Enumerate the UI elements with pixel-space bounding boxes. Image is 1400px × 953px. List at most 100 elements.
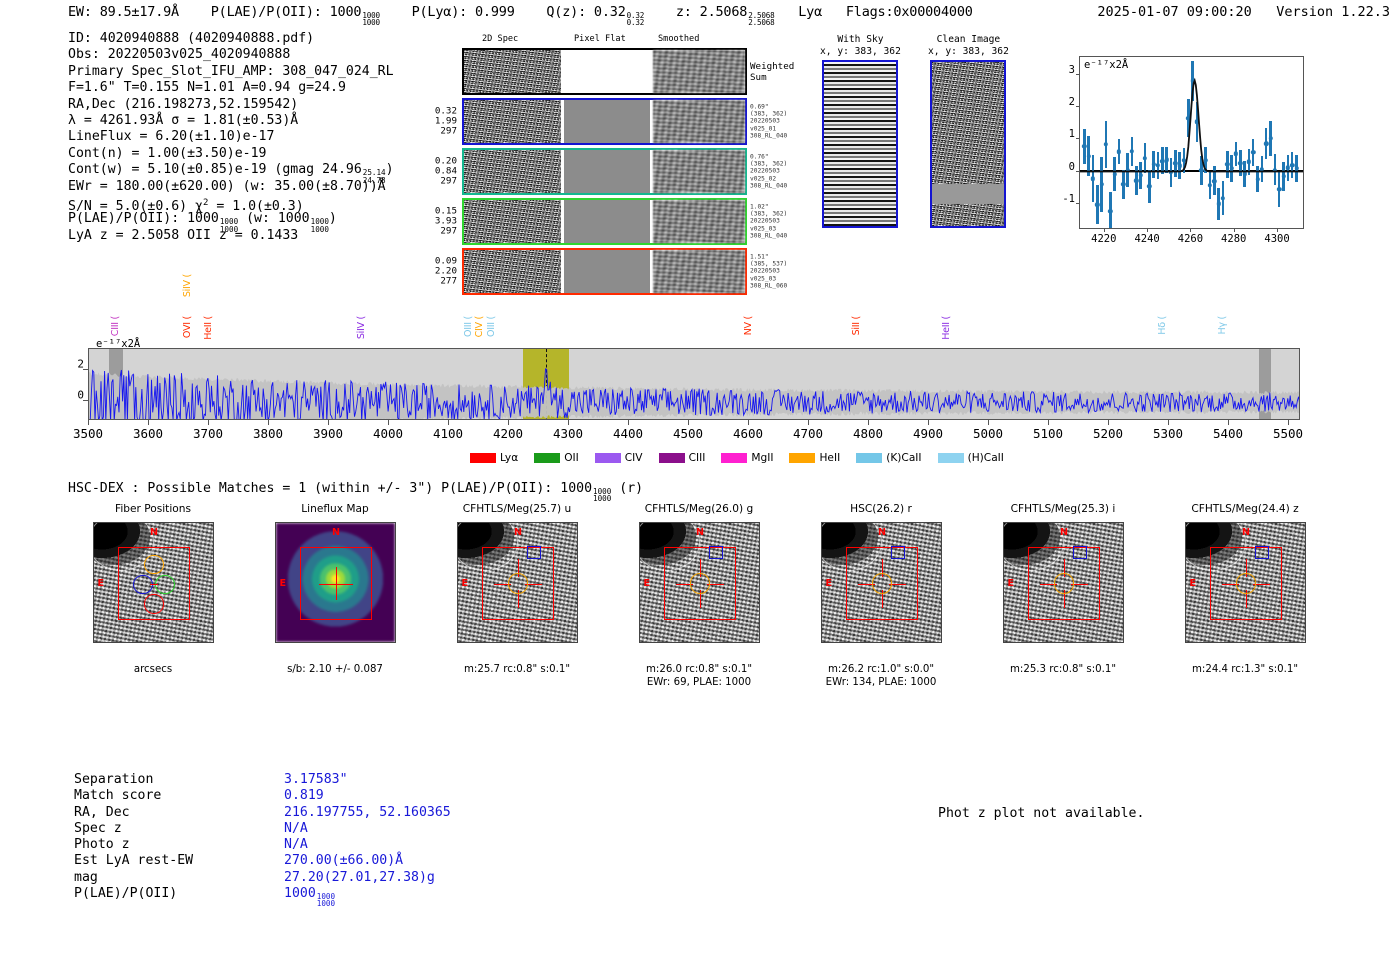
x-tick (1040, 642, 1041, 643)
spectrum-legend: Lyα OII CIV CIII MgII HeII (K)CaII (H)CaII (470, 452, 1017, 464)
legend-item: CIII (658, 452, 705, 464)
data-point (1199, 168, 1204, 173)
aperture-box (481, 547, 555, 620)
header-timestamp-version: 2025-01-07 09:00:20 Version 1.22.3 (1097, 4, 1390, 20)
spec-gap (650, 150, 654, 193)
source-halo (1003, 523, 1064, 571)
cutout-panel[interactable]: HSC(26.2) r N E -4 -2 0 2 4 4 2 0 -2 -4 m:26.2 rc:1.0… (786, 503, 976, 689)
x-tick-label: 2 (357, 642, 363, 643)
cutout-image[interactable]: N E -4 -2 0 2 4 4 2 0 -2 -4 (456, 522, 578, 643)
line-fit-plot-frame: e⁻¹⁷x2Å -1 0 1 2 3 4220 4240 4260 4280 4300 (1062, 56, 1304, 245)
x-tick (336, 642, 337, 643)
cutout-image[interactable]: N E -4 -2 0 2 4 4 2 0 -2 -4 (274, 522, 396, 643)
spec-panel-row[interactable]: 0.20 0.84 297 0.76" (383, 362) 20220503 v025_0… (435, 148, 787, 195)
main-spectrum-plot[interactable]: 0 2 3500 3600 3700 3800 3900 4000 4100 4200 4300 44… (73, 348, 1303, 441)
x-tick-label: -2 (1035, 642, 1045, 643)
spectrum-trace (89, 368, 1299, 419)
spec-panel-row[interactable]: 0.09 2.20 277 1.51" (385, 537) 20220503 v025_0… (435, 248, 787, 295)
cutout-panel[interactable]: CFHTLS/Meg(25.7) u N E -4 -2 0 2 4 4 2 0 -2 -4 m:25.7… (422, 503, 612, 676)
cutout-axes: -4 -2 0 2 4 4 2 0 -2 -4 (1004, 523, 1123, 642)
cutout-panel[interactable]: CFHTLS/Meg(24.4) z N E -4 -2 0 2 4 4 2 0 -2 -4 m:24.4… (1150, 503, 1340, 676)
twod-spectra-panels: 2D Spec Pixel Flat Smoothed Weighted Sum 0… (435, 34, 794, 298)
specpanel-title-2dspec: 2D Spec (482, 34, 519, 44)
cutout-panel[interactable]: Fiber Positions N E -4 -2 0 2 4 4 2 0 -2 -4 arcsecs (58, 503, 248, 676)
y-tick-label: 0 (1068, 160, 1075, 173)
x-tick (748, 642, 749, 643)
info-sn-chi2: S/N = 5.0(±0.6) χ2 = 1.0(±0.3) (68, 197, 304, 215)
spec-row-images[interactable] (462, 98, 747, 145)
data-point (1129, 149, 1135, 154)
center-crosshair (1221, 583, 1240, 585)
spec-row-images[interactable] (462, 148, 747, 195)
header-z-range: 2.5068 2.5068 (748, 10, 775, 28)
center-crosshair (700, 590, 702, 608)
center-crosshair (1064, 559, 1066, 577)
data-point (1194, 119, 1200, 124)
spec-row-images[interactable] (462, 198, 747, 245)
spec-row-images[interactable] (462, 248, 747, 295)
data-point (1177, 163, 1182, 168)
spec-panel-row[interactable]: 0.32 1.99 297 0.69" (383, 362) 20220503 v025_0… (435, 98, 787, 145)
spec-panel-row[interactable]: 0.15 3.93 297 1.02" (383, 362) 20220503 v025_0… (435, 198, 787, 245)
legend-swatch (856, 453, 883, 463)
x-tick (178, 642, 179, 643)
emission-line-label: SiIV ( (356, 316, 367, 340)
photoz-unavailable-message: Phot z plot not available. (938, 806, 1145, 821)
match-row-label: Photo z (74, 837, 130, 853)
legend-label: HeII (819, 452, 841, 464)
x-tick-label: 4300 (1264, 233, 1290, 245)
clean-image-image[interactable] (930, 60, 1007, 228)
smoothed-image (653, 50, 745, 93)
with-sky-image[interactable] (822, 60, 899, 228)
x-tick-label: 4900 (912, 426, 944, 441)
x-tick-label: -2 (671, 642, 681, 643)
x-tick-label: 2 (1085, 642, 1091, 643)
y-tick-label: 4 (639, 530, 640, 541)
cutout-image[interactable]: N E -4 -2 0 2 4 4 2 0 -2 -4 (92, 522, 214, 643)
cutout-caption: s/b: 2.10 +/- 0.087 (240, 663, 430, 676)
aperture-box (1209, 547, 1283, 620)
y-tick-label: 4 (275, 530, 276, 541)
cutout-image[interactable]: N E -4 -2 0 2 4 4 2 0 -2 -4 (638, 522, 760, 643)
legend-swatch (470, 453, 496, 463)
cutout-image[interactable]: N E -4 -2 0 2 4 4 2 0 -2 -4 (820, 522, 942, 643)
cutout-caption-line1: m:26.0 rc:0.8" s:0.1" (645, 664, 753, 675)
y-tick (1076, 138, 1080, 140)
cutout-panel[interactable]: Lineflux Map N E -4 -2 0 2 4 4 2 0 -2 -4 s/b: 2.10 +/… (240, 503, 430, 676)
y-tick-label: -4 (639, 626, 640, 637)
center-crosshair (882, 590, 884, 608)
spec-row-images[interactable] (462, 48, 747, 95)
x-tick-label: 4200 (492, 426, 524, 441)
cutout-panel[interactable]: CFHTLS/Meg(26.0) g N E -4 -2 0 2 4 4 2 0 -2 -4 m:26.0… (604, 503, 794, 689)
x-tick (148, 420, 149, 425)
x-tick (470, 642, 471, 643)
legend-swatch (721, 453, 748, 463)
x-tick (1064, 642, 1065, 643)
cutout-title: HSC(26.2) r (850, 503, 912, 515)
x-tick-label: 4220 (1091, 233, 1117, 245)
header-ew: EW: 89.5±17.9Å (68, 4, 179, 20)
legend-label: (K)CaII (886, 452, 922, 464)
spec-panel-row[interactable]: Weighted Sum (462, 48, 794, 95)
info-ewr: EWr = 180.00(±620.00) (w: 35.00(±8.70))Å (68, 178, 386, 194)
data-point (1082, 144, 1087, 149)
x-tick (202, 642, 203, 643)
cutout-panel[interactable]: CFHTLS/Meg(25.3) i N E -4 -2 0 2 4 4 2 0 -2 -4 m:25.3… (968, 503, 1158, 676)
catalog-match-box (891, 545, 905, 560)
x-tick (1016, 642, 1017, 643)
x-tick-label: 4 (1109, 642, 1115, 643)
x-tick-label: 2 (721, 642, 727, 643)
cutout-image[interactable]: N E -4 -2 0 2 4 4 2 0 -2 -4 (1002, 522, 1124, 643)
data-point (1289, 162, 1295, 168)
x-tick (312, 642, 313, 643)
data-point (1099, 182, 1104, 187)
x-tick-label: -2 (489, 642, 499, 643)
pixel-flat-image (563, 250, 651, 293)
cutout-image[interactable]: N E -4 -2 0 2 4 4 2 0 -2 -4 (1184, 522, 1306, 643)
match-row-value: 3.17583" (284, 772, 348, 787)
catalog-match-box (1255, 545, 1269, 560)
y-tick-label: 2 (1185, 554, 1186, 565)
x-tick-label: 2 (903, 642, 909, 643)
smoothed-image (653, 100, 745, 143)
x-tick (808, 420, 809, 425)
